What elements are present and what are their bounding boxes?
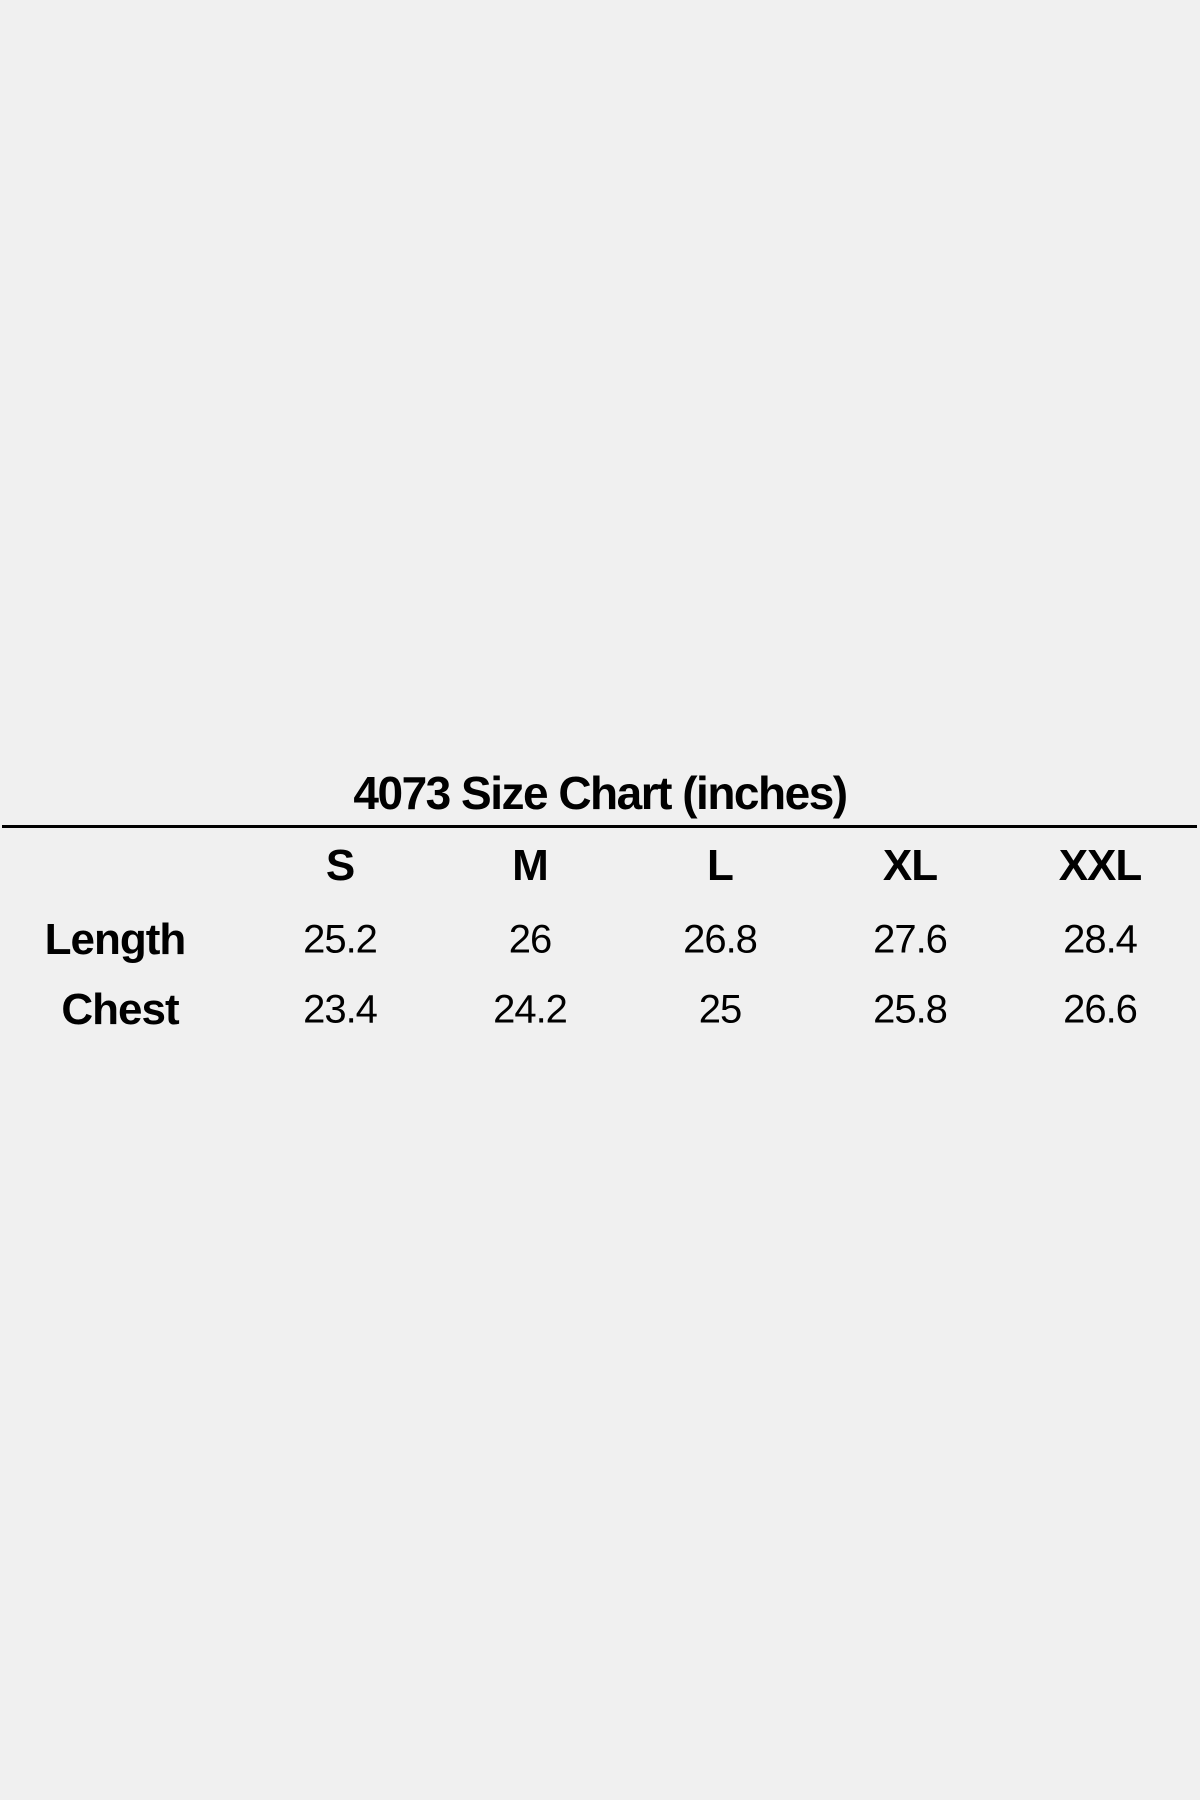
row-label: Chest: [61, 985, 179, 1034]
table-cell: 23.4: [303, 987, 378, 1032]
size-header: L: [707, 841, 734, 890]
chart-title: 4073 Size Chart (inches): [353, 767, 848, 819]
table-cell: 25.8: [873, 987, 948, 1032]
size-header: S: [325, 841, 355, 890]
title-divider: [2, 825, 1197, 828]
size-header: XL: [882, 841, 938, 890]
row-label: Length: [44, 915, 187, 964]
table-cell: 26.6: [1063, 987, 1138, 1032]
table-cell: 24.2: [493, 987, 568, 1032]
table-cell: 26.8: [683, 917, 758, 962]
table-cell: 25: [698, 987, 742, 1032]
table-cell: 25.2: [303, 917, 378, 962]
table-cell: 28.4: [1063, 917, 1138, 962]
table-cell: 27.6: [873, 917, 948, 962]
size-header: M: [512, 841, 549, 890]
table-cell: 26: [508, 917, 552, 962]
size-header: XXL: [1058, 841, 1143, 890]
